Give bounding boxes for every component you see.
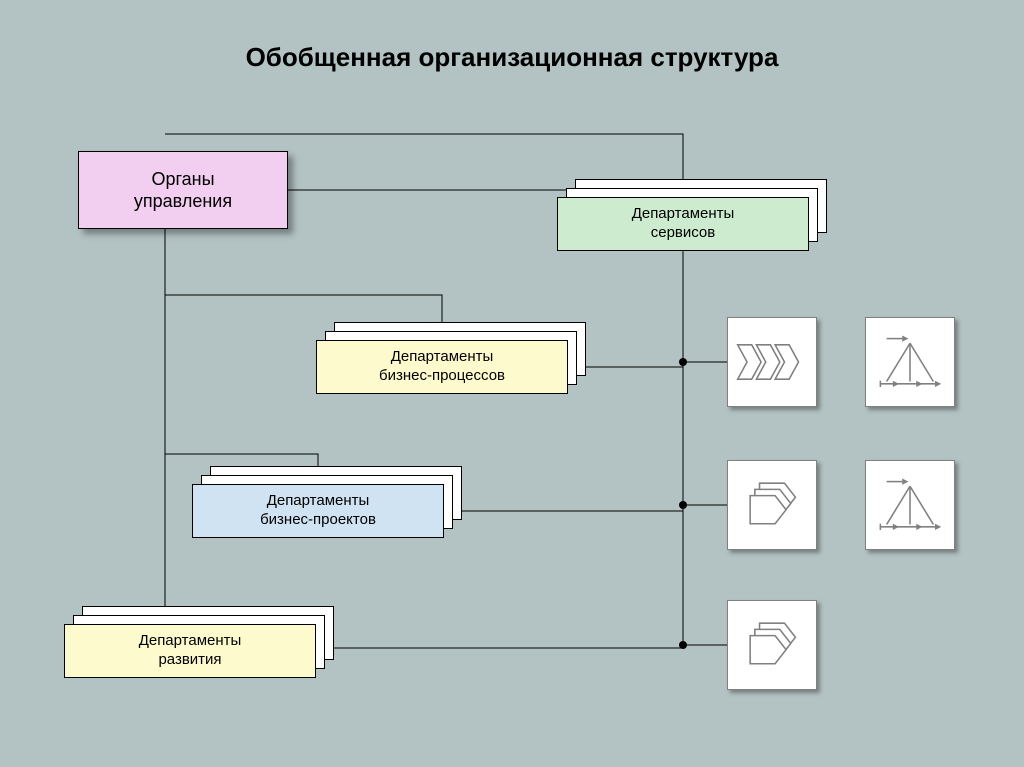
projects-label: Департаменты бизнес-проектов	[260, 492, 376, 530]
diagram-canvas: Обобщенная организационная структура Орг…	[0, 0, 1024, 767]
processes-label: Департаменты бизнес-процессов	[379, 348, 505, 386]
docs-icon	[733, 606, 811, 684]
tree-2-icon	[865, 460, 955, 550]
management-label: Органы управления	[134, 168, 232, 213]
processes-box: Департаменты бизнес-процессов	[316, 340, 568, 394]
services-label: Департаменты сервисов	[632, 205, 735, 243]
services-box: Департаменты сервисов	[557, 197, 809, 251]
page-title: Обобщенная организационная структура	[0, 42, 1024, 73]
development-box: Департаменты развития	[64, 624, 316, 678]
chevrons-icon	[733, 323, 811, 401]
management-box: Органы управления	[78, 151, 288, 229]
docs-icon	[733, 466, 811, 544]
docs-2-icon	[727, 600, 817, 690]
tree-icon	[871, 323, 949, 401]
docs-1-icon	[727, 460, 817, 550]
tree-1-icon	[865, 317, 955, 407]
projects-box: Департаменты бизнес-проектов	[192, 484, 444, 538]
development-label: Департаменты развития	[139, 632, 242, 670]
chevrons-1-icon	[727, 317, 817, 407]
tree-icon	[871, 466, 949, 544]
